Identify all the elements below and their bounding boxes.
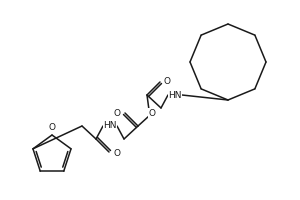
Text: O: O	[113, 148, 120, 158]
Text: O: O	[49, 123, 56, 132]
Text: O: O	[148, 108, 155, 117]
Text: HN: HN	[103, 121, 117, 130]
Text: O: O	[114, 108, 121, 117]
Text: O: O	[164, 77, 171, 86]
Text: HN: HN	[168, 90, 182, 99]
